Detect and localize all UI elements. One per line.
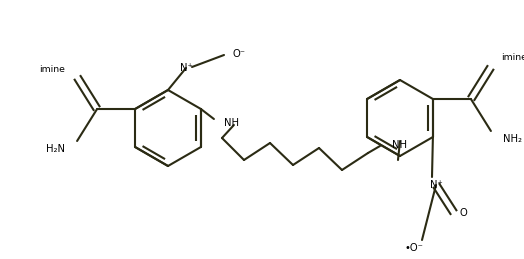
Text: N⁺: N⁺ (430, 180, 442, 190)
Text: H₂N: H₂N (46, 144, 65, 154)
Text: imine: imine (39, 64, 65, 74)
Text: imine: imine (501, 53, 524, 61)
Text: O⁻: O⁻ (233, 49, 246, 59)
Text: N⁺: N⁺ (180, 63, 192, 73)
Text: O: O (459, 208, 467, 218)
Text: •O⁻: •O⁻ (405, 243, 423, 253)
Text: NH₂: NH₂ (503, 134, 522, 144)
Text: NH: NH (224, 118, 239, 128)
Text: NH: NH (392, 140, 407, 150)
